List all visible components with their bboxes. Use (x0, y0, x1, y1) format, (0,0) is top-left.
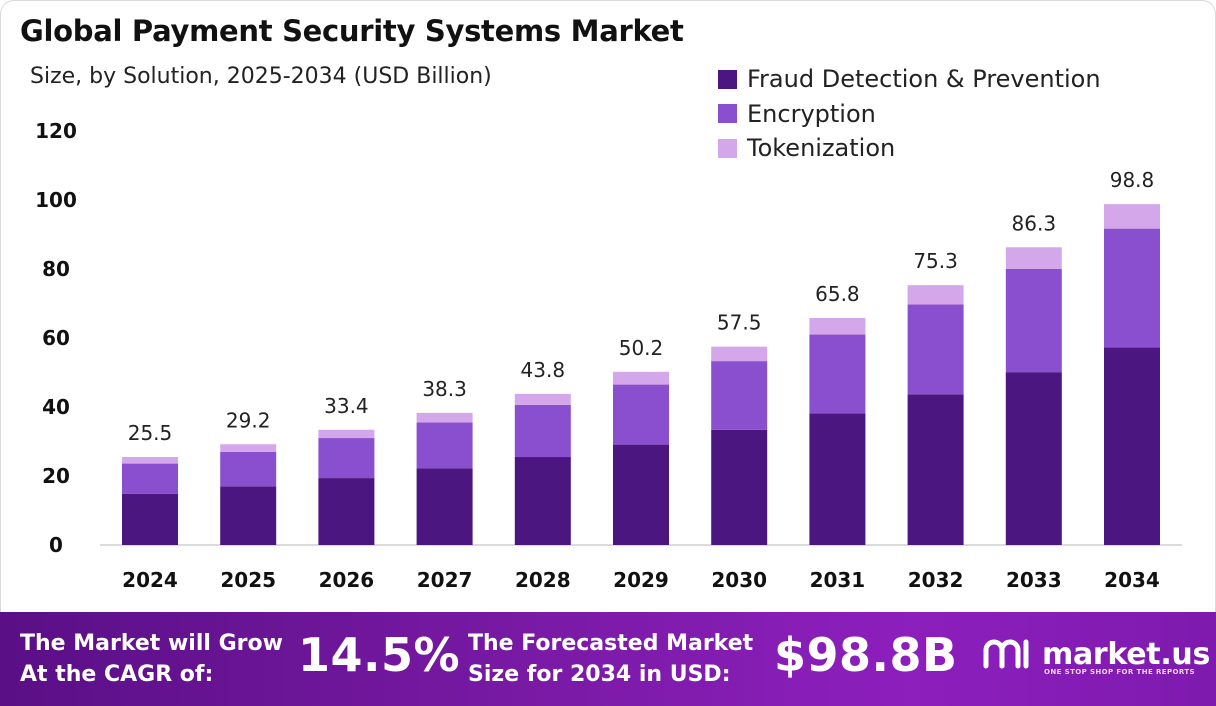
bar-total-label: 38.3 (422, 377, 467, 401)
bar-segment-encryption (416, 422, 473, 469)
bar-segment-encryption (514, 404, 571, 458)
bar-segment-encryption (907, 304, 964, 395)
bar-segment-encryption (711, 361, 768, 430)
bar-segment-encryption (809, 334, 866, 414)
legend-swatch-tokenization (718, 138, 737, 158)
y-tick-label: 100 (35, 188, 77, 212)
bar-segment-tokenization (907, 285, 964, 305)
bar-total-label: 50.2 (619, 336, 664, 360)
x-category-label: 2032 (908, 568, 964, 592)
bar-total-label: 29.2 (226, 408, 271, 432)
bar-segment-encryption (1104, 228, 1160, 348)
x-category-label: 2034 (1104, 568, 1160, 592)
cagr-label: The Market will Grow At the CAGR of: (20, 628, 283, 690)
chart-subtitle: Size, by Solution, 2025-2034 (USD Billio… (30, 64, 492, 89)
bar-total-label: 33.4 (324, 394, 369, 418)
y-tick-label: 20 (42, 464, 70, 488)
legend-swatch-fraud (718, 69, 737, 89)
x-category-label: 2025 (220, 568, 276, 592)
bar-segment-fraud (1104, 347, 1160, 545)
legend-item-encryption: Encryption (718, 97, 1101, 132)
x-category-label: 2031 (810, 568, 866, 592)
bar-total-label: 57.5 (717, 311, 762, 335)
y-tick-label: 40 (42, 395, 70, 419)
forecast-label-line-2: Size for 2034 in USD: (468, 662, 731, 687)
bar-segment-tokenization (122, 457, 178, 464)
bar-segment-fraud (809, 413, 866, 545)
forecast-value: $98.8B (774, 628, 958, 682)
legend-label-fraud: Fraud Detection & Prevention (747, 65, 1101, 94)
legend-item-tokenization: Tokenization (718, 131, 1101, 166)
bar-total-label: 25.5 (128, 421, 173, 445)
y-tick-label: 80 (42, 257, 70, 281)
x-category-label: 2024 (122, 568, 178, 592)
legend-swatch-encryption (718, 104, 737, 124)
forecast-label-line-1: The Forecasted Market (468, 631, 754, 656)
bar-total-label: 98.8 (1110, 168, 1155, 192)
bar-segment-tokenization (809, 317, 866, 335)
x-category-label: 2030 (711, 568, 767, 592)
bar-segment-tokenization (318, 429, 375, 439)
brand-tagline: ONE STOP SHOP FOR THE REPORTS (1044, 668, 1195, 676)
forecast-label: The Forecasted Market Size for 2034 in U… (468, 628, 753, 690)
legend: Fraud Detection & Prevention Encryption … (718, 62, 1101, 166)
x-category-label: 2027 (417, 568, 473, 592)
bar-segment-encryption (122, 463, 178, 494)
bar-segment-tokenization (220, 444, 277, 452)
bar-total-label: 65.8 (815, 282, 860, 306)
bar-segment-tokenization (1005, 247, 1062, 269)
bar-segment-encryption (220, 451, 277, 487)
bar-segment-fraud (122, 493, 178, 545)
bar-total-label: 43.8 (521, 358, 566, 382)
bar-segment-fraud (907, 394, 964, 545)
bar-segment-fraud (416, 468, 473, 545)
bar-segment-tokenization (514, 393, 571, 405)
legend-item-fraud: Fraud Detection & Prevention (718, 62, 1101, 97)
bar-segment-encryption (1005, 269, 1062, 373)
y-tick-label: 60 (42, 326, 70, 350)
x-category-label: 2028 (515, 568, 571, 592)
y-tick-label: 0 (49, 533, 63, 557)
footer-banner: The Market will Grow At the CAGR of: 14.… (0, 612, 1216, 706)
bar-segment-fraud (514, 457, 571, 545)
bar-segment-tokenization (613, 371, 669, 385)
cagr-label-line-2: At the CAGR of: (20, 662, 214, 687)
bar-total-label: 86.3 (1012, 211, 1057, 235)
bar-segment-fraud (1005, 372, 1062, 545)
bar-segment-encryption (318, 438, 375, 479)
bar-segment-fraud (318, 478, 375, 545)
bar-segment-fraud (613, 444, 669, 545)
cagr-label-line-1: The Market will Grow (20, 631, 283, 656)
bar-segment-fraud (220, 486, 277, 545)
chart-title: Global Payment Security Systems Market (20, 14, 684, 48)
legend-label-encryption: Encryption (747, 99, 876, 128)
legend-label-tokenization: Tokenization (747, 134, 896, 163)
bar-segment-tokenization (416, 412, 473, 423)
x-category-label: 2026 (319, 568, 375, 592)
bar-chart: 0 20 40 60 80 100 120 25.5 2024 29.2 2025 33.4 2026 3… (35, 119, 1182, 592)
x-category-label: 2033 (1006, 568, 1062, 592)
brand-name: market.us (1042, 636, 1211, 672)
bar-segment-encryption (613, 384, 669, 445)
y-tick-label: 120 (35, 119, 77, 143)
brand-logo: market.us (982, 636, 1210, 672)
market-us-logo-icon (983, 639, 1029, 669)
bar-segment-tokenization (1104, 204, 1160, 229)
bar-segment-tokenization (711, 346, 768, 362)
cagr-value: 14.5% (298, 628, 461, 682)
bar-segment-fraud (711, 429, 768, 545)
x-category-label: 2029 (613, 568, 669, 592)
bar-total-label: 75.3 (913, 249, 958, 273)
